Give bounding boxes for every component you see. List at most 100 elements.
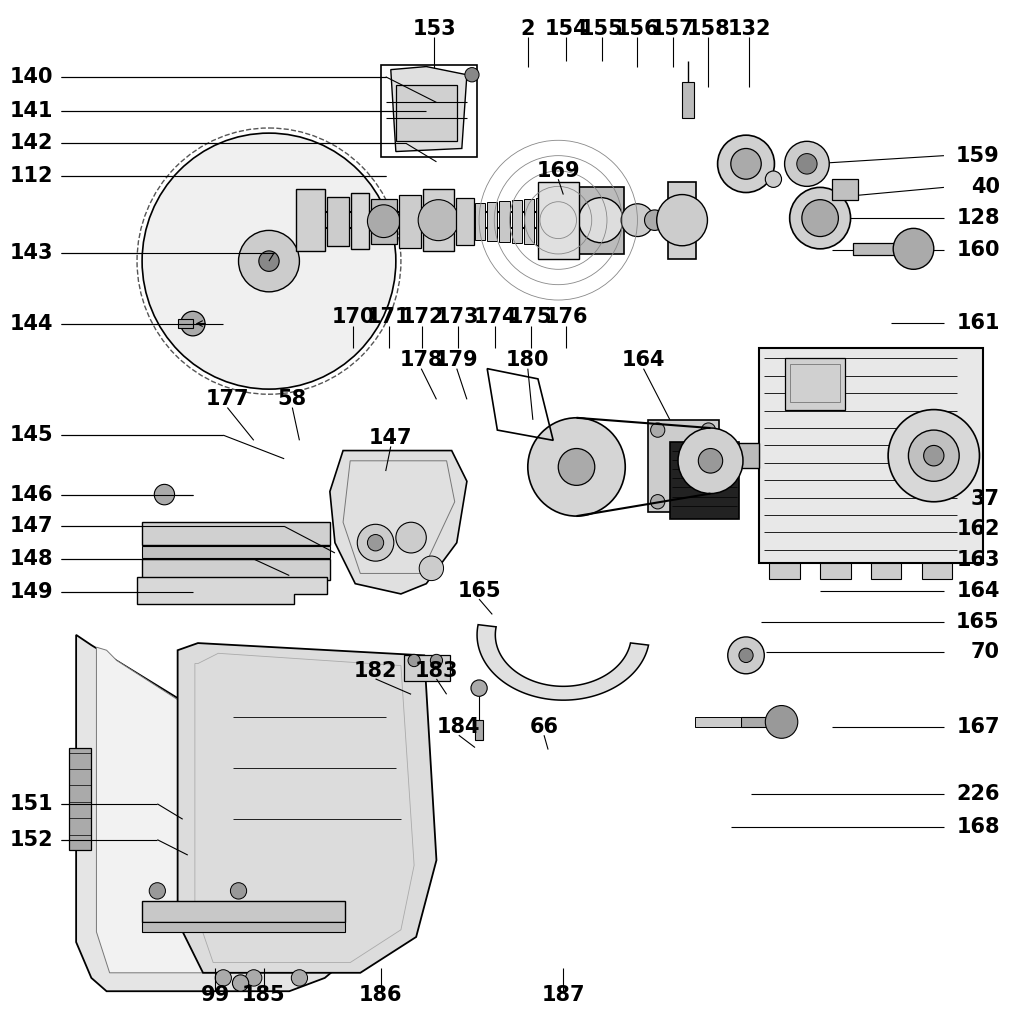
- Text: 151: 151: [10, 794, 54, 814]
- Text: 163: 163: [956, 550, 1000, 570]
- Circle shape: [239, 230, 299, 292]
- Bar: [668, 182, 696, 259]
- Text: 155: 155: [580, 18, 624, 39]
- Circle shape: [797, 154, 817, 174]
- Text: 187: 187: [542, 985, 585, 1006]
- Text: 147: 147: [10, 516, 54, 537]
- Text: 141: 141: [10, 100, 54, 121]
- Bar: [142, 546, 330, 558]
- Text: 70: 70: [970, 642, 1000, 663]
- Text: 172: 172: [401, 307, 444, 328]
- Bar: [423, 189, 454, 251]
- Circle shape: [645, 210, 665, 230]
- Text: 165: 165: [956, 611, 1000, 632]
- Bar: [695, 717, 741, 727]
- Circle shape: [790, 187, 851, 249]
- Text: 128: 128: [956, 208, 1000, 228]
- Circle shape: [728, 637, 764, 674]
- Bar: [475, 203, 485, 240]
- Text: 226: 226: [956, 783, 1000, 804]
- Text: 174: 174: [474, 307, 517, 328]
- Circle shape: [396, 522, 426, 553]
- Circle shape: [232, 975, 249, 991]
- Polygon shape: [330, 451, 467, 594]
- Circle shape: [698, 449, 723, 473]
- Text: 169: 169: [537, 161, 580, 181]
- Text: 178: 178: [400, 350, 443, 371]
- Text: 154: 154: [545, 18, 588, 39]
- Bar: [351, 193, 369, 249]
- Bar: [371, 199, 397, 244]
- Bar: [536, 198, 546, 245]
- Text: 184: 184: [437, 717, 480, 737]
- Text: 159: 159: [956, 145, 1000, 166]
- Bar: [820, 563, 851, 579]
- Text: 58: 58: [278, 389, 307, 410]
- Circle shape: [418, 200, 459, 241]
- Circle shape: [367, 535, 384, 551]
- Bar: [790, 364, 840, 402]
- Circle shape: [893, 228, 934, 269]
- Bar: [648, 420, 719, 512]
- Text: 152: 152: [10, 829, 54, 850]
- Bar: [769, 563, 800, 579]
- Text: 170: 170: [332, 307, 375, 328]
- Bar: [487, 202, 497, 241]
- Text: 140: 140: [10, 67, 54, 87]
- Polygon shape: [391, 67, 467, 152]
- Text: 148: 148: [10, 549, 54, 569]
- Text: 168: 168: [956, 817, 1000, 838]
- Text: 164: 164: [956, 581, 1000, 601]
- Bar: [381, 65, 477, 157]
- Circle shape: [765, 706, 798, 738]
- Bar: [785, 358, 845, 410]
- Bar: [296, 189, 325, 251]
- Text: 167: 167: [956, 717, 1000, 737]
- Circle shape: [419, 556, 444, 581]
- Text: 144: 144: [10, 313, 54, 334]
- Bar: [404, 655, 450, 681]
- Text: 99: 99: [201, 985, 229, 1006]
- Circle shape: [181, 311, 205, 336]
- Text: 165: 165: [458, 581, 500, 601]
- Circle shape: [142, 133, 396, 389]
- Circle shape: [924, 445, 944, 466]
- Circle shape: [701, 423, 716, 437]
- Text: 171: 171: [367, 307, 410, 328]
- Text: 173: 173: [436, 307, 479, 328]
- Circle shape: [802, 200, 838, 237]
- Bar: [399, 195, 421, 248]
- Circle shape: [246, 970, 262, 986]
- Text: 186: 186: [359, 985, 402, 1006]
- Bar: [682, 82, 694, 118]
- Text: 142: 142: [10, 133, 54, 154]
- Circle shape: [731, 148, 761, 179]
- Text: 112: 112: [10, 166, 54, 186]
- Bar: [178, 319, 193, 328]
- Circle shape: [430, 654, 443, 667]
- Bar: [832, 179, 858, 200]
- Bar: [724, 443, 759, 468]
- Bar: [142, 901, 345, 922]
- Text: 156: 156: [616, 18, 659, 39]
- Bar: [475, 720, 483, 740]
- Circle shape: [651, 495, 665, 509]
- Bar: [499, 201, 510, 242]
- Circle shape: [908, 430, 959, 481]
- Bar: [922, 563, 952, 579]
- Polygon shape: [178, 643, 436, 973]
- Bar: [396, 85, 457, 141]
- Circle shape: [678, 428, 743, 494]
- Text: 40: 40: [970, 177, 1000, 198]
- Text: 146: 146: [10, 484, 54, 505]
- Polygon shape: [137, 577, 327, 604]
- Bar: [853, 243, 908, 255]
- Text: 160: 160: [956, 240, 1000, 260]
- Text: 182: 182: [354, 660, 397, 681]
- Circle shape: [149, 883, 165, 899]
- Circle shape: [215, 970, 231, 986]
- Circle shape: [657, 195, 707, 246]
- Polygon shape: [96, 647, 345, 973]
- Text: 185: 185: [243, 985, 285, 1006]
- Text: 175: 175: [510, 307, 552, 328]
